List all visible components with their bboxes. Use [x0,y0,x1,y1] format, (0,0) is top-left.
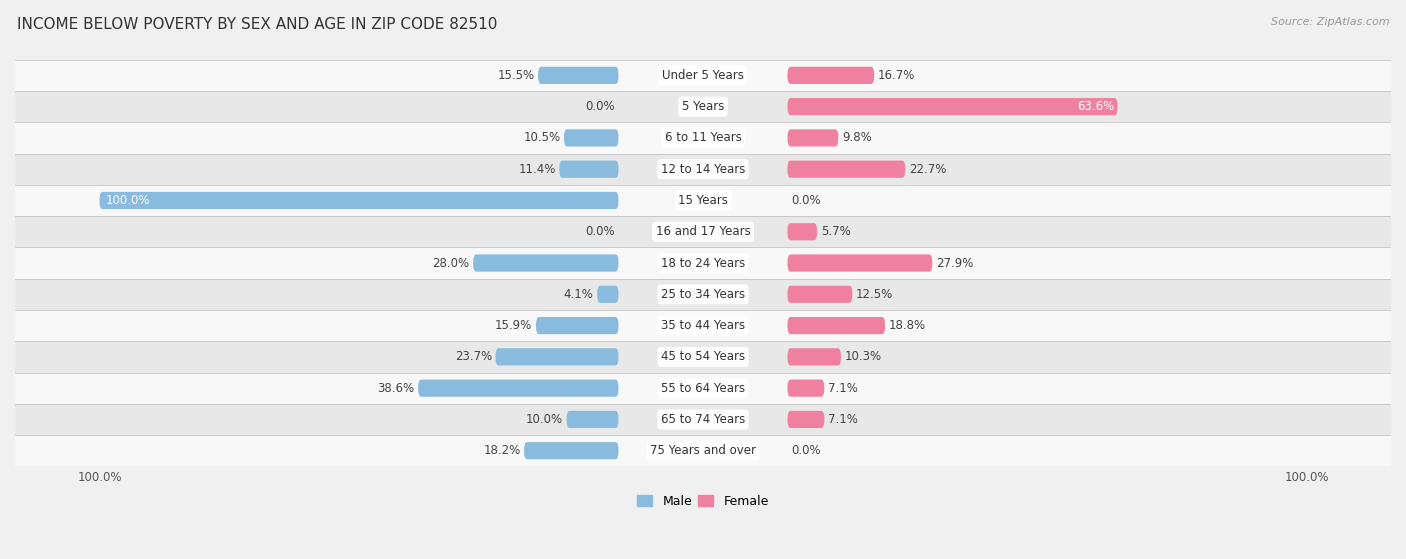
FancyBboxPatch shape [598,286,619,303]
Text: 11.4%: 11.4% [519,163,555,176]
FancyBboxPatch shape [787,160,905,178]
FancyBboxPatch shape [567,411,619,428]
FancyBboxPatch shape [787,98,1118,115]
Text: 4.1%: 4.1% [564,288,593,301]
Bar [15,404,1391,435]
FancyBboxPatch shape [787,67,875,84]
Text: 15.9%: 15.9% [495,319,533,332]
Text: 5.7%: 5.7% [821,225,851,238]
Text: 63.6%: 63.6% [1077,100,1114,113]
FancyBboxPatch shape [524,442,619,459]
Text: 0.0%: 0.0% [585,100,614,113]
Bar [15,216,1391,248]
Text: 55 to 64 Years: 55 to 64 Years [661,382,745,395]
Bar [15,60,1391,91]
FancyBboxPatch shape [787,380,824,397]
FancyBboxPatch shape [538,67,619,84]
Text: 100.0%: 100.0% [105,194,150,207]
FancyBboxPatch shape [100,192,619,209]
Bar [15,154,1391,185]
FancyBboxPatch shape [418,380,619,397]
Text: 28.0%: 28.0% [433,257,470,269]
FancyBboxPatch shape [536,317,619,334]
Text: 22.7%: 22.7% [908,163,946,176]
Text: 15 Years: 15 Years [678,194,728,207]
Legend: Male, Female: Male, Female [633,490,773,513]
Text: 9.8%: 9.8% [842,131,872,144]
Bar [15,91,1391,122]
FancyBboxPatch shape [787,129,838,146]
Bar [15,341,1391,372]
FancyBboxPatch shape [787,223,817,240]
Bar [15,122,1391,154]
FancyBboxPatch shape [564,129,619,146]
Text: 16 and 17 Years: 16 and 17 Years [655,225,751,238]
Text: 10.0%: 10.0% [526,413,562,426]
Bar [15,185,1391,216]
Text: 23.7%: 23.7% [454,350,492,363]
Text: 75 Years and over: 75 Years and over [650,444,756,457]
Bar [15,310,1391,341]
Text: 38.6%: 38.6% [377,382,415,395]
Text: 18.8%: 18.8% [889,319,925,332]
FancyBboxPatch shape [787,286,852,303]
Text: 0.0%: 0.0% [585,225,614,238]
Text: 27.9%: 27.9% [936,257,973,269]
Text: 7.1%: 7.1% [828,382,858,395]
Text: 18.2%: 18.2% [484,444,520,457]
Bar [15,248,1391,279]
Text: INCOME BELOW POVERTY BY SEX AND AGE IN ZIP CODE 82510: INCOME BELOW POVERTY BY SEX AND AGE IN Z… [17,17,498,32]
Text: 12 to 14 Years: 12 to 14 Years [661,163,745,176]
FancyBboxPatch shape [787,348,841,366]
FancyBboxPatch shape [787,411,824,428]
Bar [15,435,1391,466]
Text: 12.5%: 12.5% [856,288,893,301]
Text: 16.7%: 16.7% [877,69,915,82]
FancyBboxPatch shape [787,317,884,334]
Text: 5 Years: 5 Years [682,100,724,113]
Text: 45 to 54 Years: 45 to 54 Years [661,350,745,363]
Bar [15,279,1391,310]
FancyBboxPatch shape [474,254,619,272]
FancyBboxPatch shape [787,254,932,272]
Text: 0.0%: 0.0% [792,194,821,207]
Text: 7.1%: 7.1% [828,413,858,426]
Text: 35 to 44 Years: 35 to 44 Years [661,319,745,332]
Text: 10.3%: 10.3% [845,350,882,363]
Text: Source: ZipAtlas.com: Source: ZipAtlas.com [1271,17,1389,27]
FancyBboxPatch shape [560,160,619,178]
Bar [15,372,1391,404]
FancyBboxPatch shape [495,348,619,366]
Text: 65 to 74 Years: 65 to 74 Years [661,413,745,426]
Text: 10.5%: 10.5% [523,131,561,144]
Text: 25 to 34 Years: 25 to 34 Years [661,288,745,301]
Text: Under 5 Years: Under 5 Years [662,69,744,82]
Text: 18 to 24 Years: 18 to 24 Years [661,257,745,269]
Text: 0.0%: 0.0% [792,444,821,457]
Text: 15.5%: 15.5% [498,69,534,82]
Text: 6 to 11 Years: 6 to 11 Years [665,131,741,144]
